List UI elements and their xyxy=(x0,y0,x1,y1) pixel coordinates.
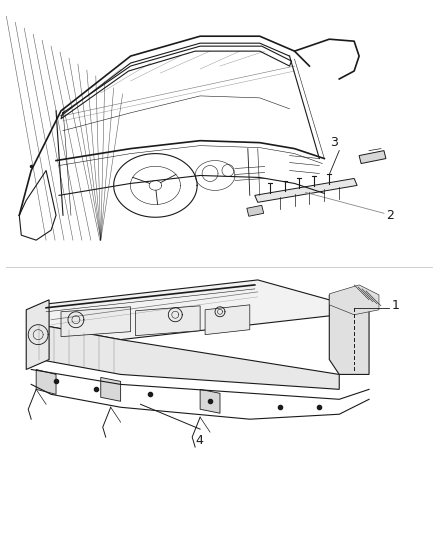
Polygon shape xyxy=(39,280,339,340)
Polygon shape xyxy=(101,377,120,401)
Text: 1: 1 xyxy=(392,300,400,312)
Text: 4: 4 xyxy=(195,434,203,447)
Polygon shape xyxy=(255,179,357,203)
Polygon shape xyxy=(329,295,369,375)
Polygon shape xyxy=(39,325,339,389)
Polygon shape xyxy=(329,285,379,315)
Text: 3: 3 xyxy=(330,135,338,149)
Polygon shape xyxy=(205,305,250,335)
Text: 2: 2 xyxy=(386,209,394,222)
Polygon shape xyxy=(135,306,200,336)
Polygon shape xyxy=(61,307,131,337)
Polygon shape xyxy=(200,389,220,413)
Polygon shape xyxy=(26,300,49,369)
Polygon shape xyxy=(247,205,264,216)
Polygon shape xyxy=(36,369,56,394)
Polygon shape xyxy=(359,151,386,164)
